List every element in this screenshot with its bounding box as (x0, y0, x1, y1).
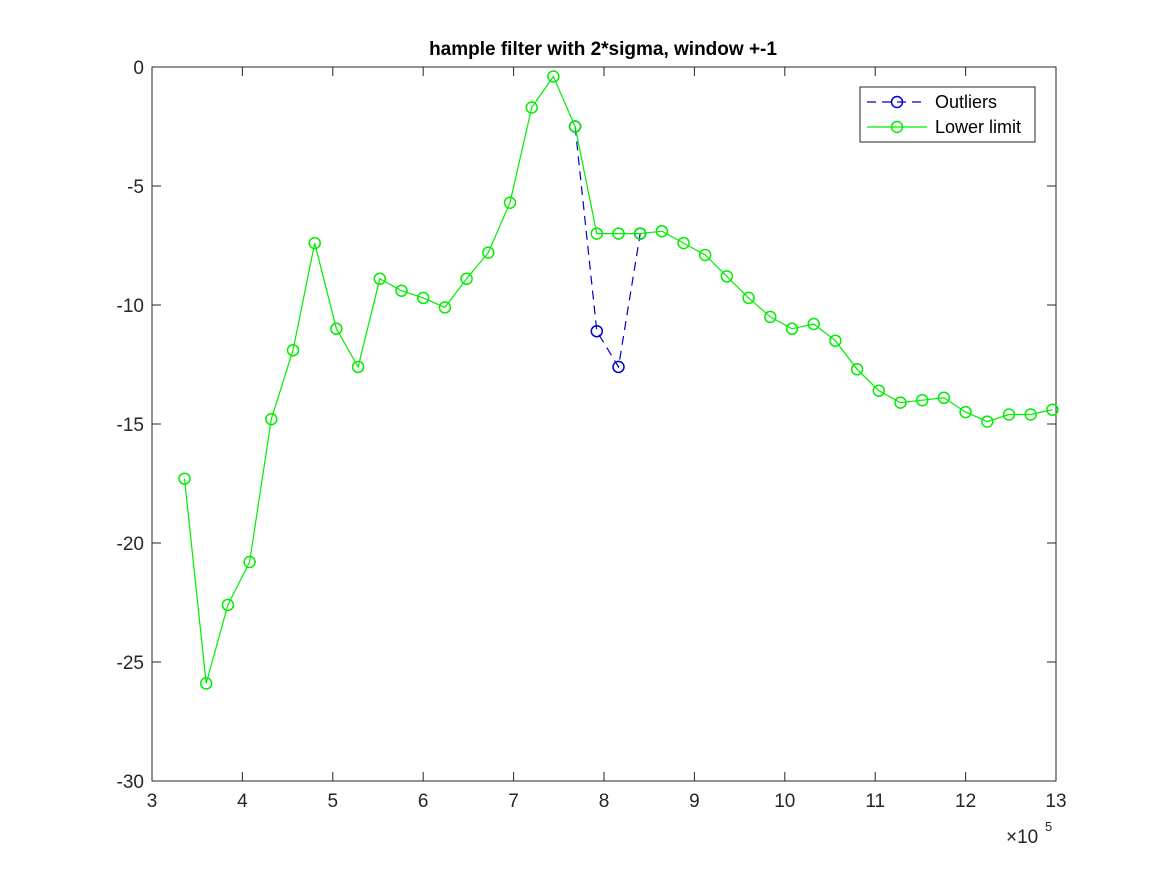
data-point-lower-limit (655, 224, 669, 238)
data-point-lower-limit (438, 301, 452, 314)
data-point-lower-limit (178, 472, 191, 485)
x-tick-label: 12 (955, 791, 976, 812)
data-point-lower-limit (590, 227, 604, 240)
data-point-lower-limit (547, 70, 560, 83)
data-point-lower-limit (633, 227, 647, 240)
x-tick-label: 6 (418, 791, 429, 812)
x-exponent-power: 5 (1045, 819, 1052, 834)
x-tick-label: 13 (1045, 791, 1066, 812)
y-tick-label: -10 (117, 296, 144, 317)
plot-markers (178, 70, 1059, 690)
data-point-lower-limit (330, 322, 343, 336)
data-point-lower-limit (1046, 403, 1059, 416)
x-tick-label: 7 (508, 791, 519, 812)
legend-box (859, 86, 1036, 143)
legend-label-outliers: Outliers (935, 92, 997, 112)
data-point-outliers (590, 324, 604, 338)
data-point-lower-limit (677, 236, 690, 250)
data-point-lower-limit (373, 272, 387, 286)
data-point-lower-limit (937, 391, 951, 405)
plot-area (151, 66, 1057, 782)
data-point-lower-limit (460, 272, 473, 286)
x-tick-label: 9 (689, 791, 700, 812)
data-point-lower-limit (416, 291, 430, 305)
data-point-lower-limit (482, 246, 495, 259)
data-point-lower-limit (395, 284, 408, 297)
data-point-lower-limit (1002, 408, 1016, 421)
data-point-lower-limit (1024, 408, 1037, 421)
data-point-lower-limit (308, 236, 321, 250)
data-point-lower-limit (850, 363, 864, 376)
data-point-lower-limit (265, 412, 278, 426)
y-tick-label: -20 (117, 534, 144, 555)
y-tick-label: -30 (117, 772, 144, 793)
data-point-lower-limit (764, 310, 777, 324)
data-point-lower-limit (199, 677, 213, 690)
y-tick-label: -5 (127, 177, 144, 198)
data-point-lower-limit (915, 393, 929, 407)
chart-title: hample filter with 2*sigma, window +-1 (429, 39, 777, 60)
data-point-lower-limit (503, 196, 517, 209)
data-point-lower-limit (525, 101, 538, 114)
legend-marker-lower-limit (890, 120, 904, 134)
x-tick-label: 10 (774, 791, 795, 812)
data-point-outliers (612, 360, 625, 374)
data-point-lower-limit (894, 396, 907, 409)
data-point-lower-limit (720, 270, 734, 283)
data-point-lower-limit (286, 343, 300, 357)
y-tick-label: -15 (117, 415, 144, 436)
x-tick-label: 11 (865, 791, 885, 812)
data-point-lower-limit (785, 322, 799, 336)
x-exponent-base: ×10 (1006, 827, 1038, 848)
axis-ticks: 3 4 5 6 7 8 9 10 11 12 13 0 -5 -10 -15 -20 -25 -30 (117, 58, 1067, 812)
legend-label-lower-limit: Lower limit (935, 117, 1021, 137)
data-point-lower-limit (568, 120, 582, 133)
plot-lines (183, 75, 1053, 684)
data-point-lower-limit (351, 360, 365, 374)
y-tick-label: 0 (133, 58, 144, 79)
data-point-lower-limit (807, 317, 820, 331)
data-point-lower-limit (612, 227, 625, 240)
x-axis-exponent: ×10 5 (1006, 819, 1052, 848)
series-line-lower-limit (183, 75, 1053, 684)
data-point-lower-limit (221, 598, 235, 612)
data-point-lower-limit (829, 334, 842, 347)
data-point-lower-limit (872, 384, 886, 397)
data-point-lower-limit (981, 415, 994, 428)
data-point-lower-limit (742, 291, 755, 305)
x-tick-label: 5 (328, 791, 339, 812)
x-tick-label: 8 (599, 791, 610, 812)
data-point-lower-limit (959, 405, 972, 419)
legend: Outliers Lower limit (859, 86, 1036, 143)
legend-marker-outliers (890, 95, 904, 109)
series-line-outliers (574, 126, 641, 369)
x-tick-label: 3 (147, 791, 158, 812)
y-tick-label: -25 (117, 653, 144, 674)
data-point-lower-limit (698, 248, 712, 262)
data-point-lower-limit (243, 555, 256, 569)
x-tick-label: 4 (237, 791, 248, 812)
